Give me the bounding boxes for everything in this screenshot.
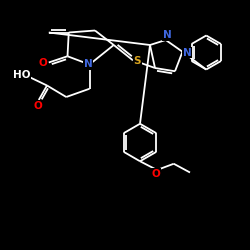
- Text: O: O: [152, 169, 160, 179]
- Text: S: S: [134, 56, 141, 66]
- Text: N: N: [84, 59, 92, 69]
- Text: HO: HO: [12, 70, 30, 81]
- Text: N: N: [182, 48, 192, 58]
- Text: O: O: [39, 58, 48, 68]
- Text: N: N: [162, 30, 172, 40]
- Text: O: O: [33, 101, 42, 111]
